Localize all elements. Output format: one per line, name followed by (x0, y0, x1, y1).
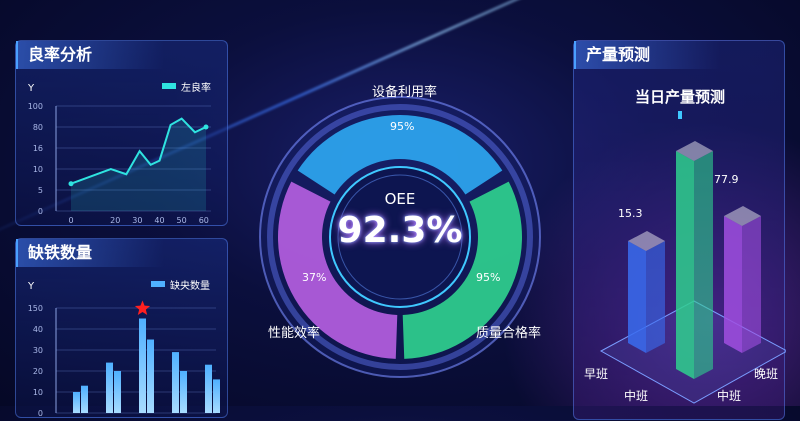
subtitle-marker (678, 111, 682, 119)
gauge-top-label: 设备利用率 (372, 85, 438, 100)
gauge-top-value: 95% (390, 120, 415, 133)
gauge-segment-top (297, 114, 503, 195)
y-tick-label: 5 (38, 186, 43, 195)
y-tick-label: 16 (33, 144, 43, 153)
x-tick-label: 0 (68, 216, 73, 225)
x-tick-label: 60 (199, 216, 209, 225)
forecast-3d-bars (599, 111, 786, 404)
yield-line-chart: Y 左良率 0 5 10 16 80 100 0 20 30 40 50 60 (27, 81, 211, 225)
gauge-tick-ring (267, 104, 533, 370)
bar (73, 392, 80, 413)
bar-side (742, 216, 761, 353)
y-tick-label: 150 (28, 304, 43, 313)
y-tick-label: 30 (33, 346, 43, 355)
bar-front (724, 216, 742, 353)
bar (114, 371, 121, 413)
data-point (68, 181, 74, 187)
y-tick-label: 100 (28, 102, 43, 111)
x-tick-label: 50 (177, 216, 187, 225)
defect-panel: 缺铁数量 Y 缺央数量 0 10 20 30 40 150 (15, 238, 228, 418)
legend-label: 左良率 (181, 81, 211, 94)
bar-value: 77.9 (714, 173, 739, 186)
y-tick-label: 0 (38, 409, 43, 418)
bar-side (646, 241, 665, 353)
axis-label: 中班 (717, 389, 742, 403)
bar-value: 15.3 (618, 207, 643, 220)
gauge-center (329, 166, 471, 308)
defect-bar-chart: Y 缺央数量 0 10 20 30 40 150 (27, 279, 220, 418)
panel-title: 良率分析 (16, 41, 164, 69)
gauge-inner-ring (337, 174, 463, 300)
oee-value: 92.3% (337, 210, 463, 251)
legend-swatch (151, 281, 165, 287)
y-tick-label: 40 (33, 325, 43, 334)
panel-title: 缺铁数量 (16, 239, 164, 267)
bar-top (676, 141, 713, 161)
bar (147, 339, 154, 413)
axis-label: 晚班 (754, 367, 779, 381)
gauge-left-label: 性能效率 (268, 326, 321, 341)
y-tick-label: 0 (38, 207, 43, 216)
forecast-subtitle: 当日产量预测 (634, 88, 725, 106)
panel-title: 产量预测 (574, 41, 721, 69)
y-tick-label: 80 (33, 123, 43, 132)
star-icon (134, 300, 151, 315)
bar (180, 371, 187, 413)
bar-top (628, 231, 665, 251)
oee-gauge (259, 96, 541, 378)
bar (205, 364, 212, 413)
gauge-segment-right (402, 181, 522, 359)
bar (213, 379, 220, 413)
oee-label: OEE (384, 190, 416, 208)
x-tick-label: 40 (154, 216, 164, 225)
gauge-segment-left (277, 181, 398, 359)
bar (81, 385, 88, 413)
gauge-right-value: 95% (476, 271, 501, 284)
y-tick-label: 10 (33, 388, 43, 397)
bar-top (724, 206, 761, 226)
bar (106, 362, 113, 413)
bar (172, 352, 179, 413)
bar-front (628, 241, 646, 353)
y-tick-label: 20 (33, 367, 43, 376)
series-line (70, 117, 207, 185)
y-axis-label: Y (27, 281, 35, 292)
axis-label: 早班 (584, 367, 609, 381)
yield-panel: 良率分析 Y 左良率 0 5 10 16 80 100 0 20 30 40 50 60 (15, 40, 228, 226)
gauge-right-label: 质量合格率 (476, 326, 542, 341)
legend-label: 缺央数量 (170, 279, 210, 292)
line-area (71, 118, 206, 211)
y-axis-label: Y (27, 83, 35, 94)
bar (139, 318, 146, 413)
axis-label: 中班 (624, 389, 649, 403)
y-tick-label: 10 (33, 165, 43, 174)
x-tick-label: 20 (110, 216, 120, 225)
gauge-left-value: 37% (302, 271, 327, 284)
x-tick-label: 30 (132, 216, 142, 225)
bar-side (694, 151, 713, 379)
bar-front (676, 151, 694, 379)
legend-swatch (162, 83, 176, 89)
data-point (203, 124, 209, 130)
forecast-panel: 产量预测 当日产量预测 早班 中班 中班 晚班 15.3 77.9 (573, 40, 786, 420)
